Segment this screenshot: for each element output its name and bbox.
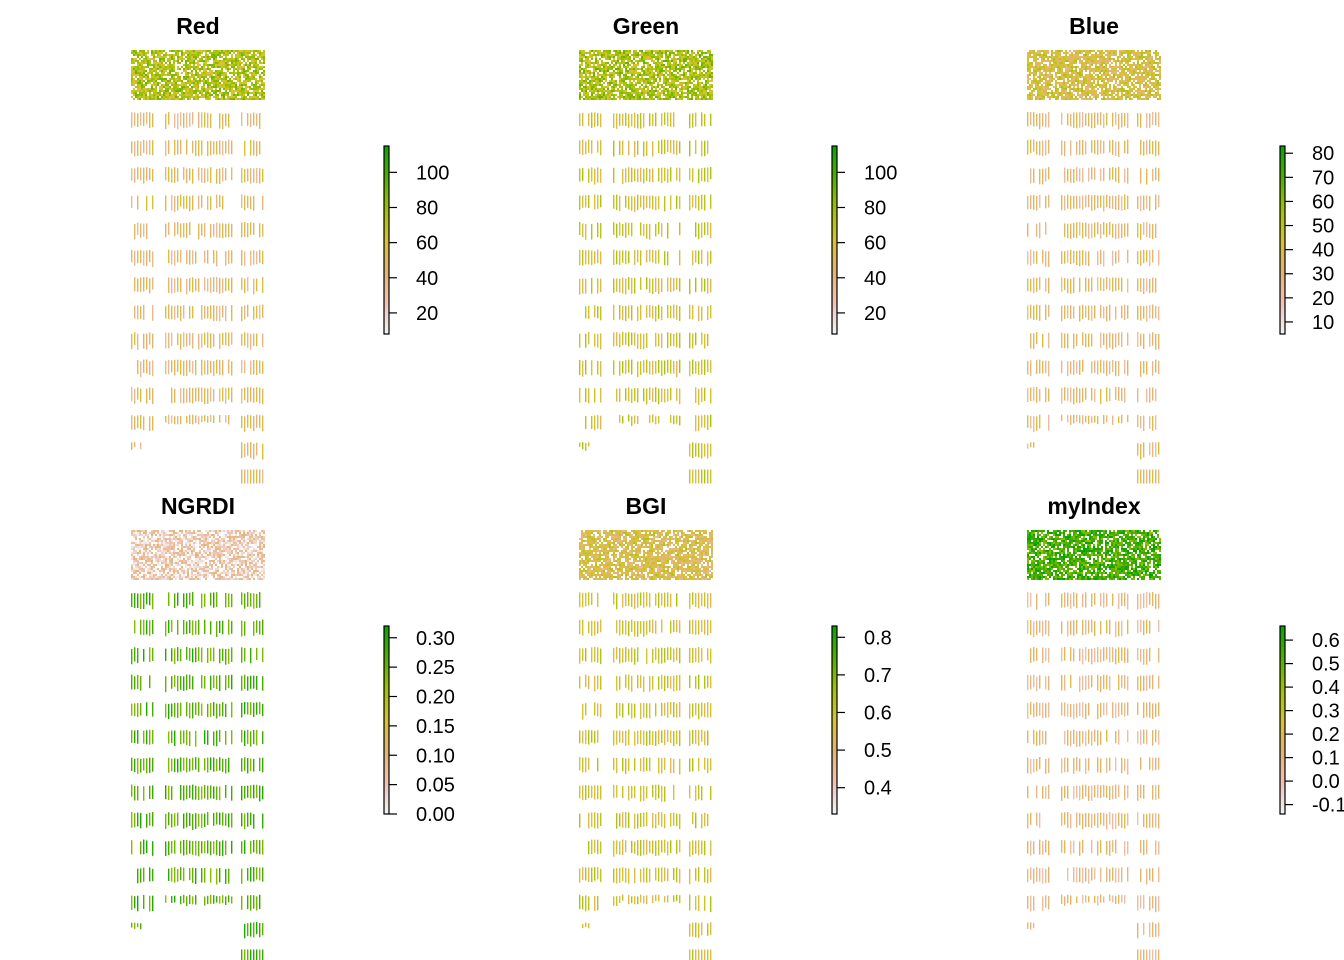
legend-tick-label: 0.5 [864, 740, 892, 762]
raster-image [1027, 530, 1161, 960]
legend-tick-label: 0.5 [1312, 654, 1340, 676]
panel-title: myIndex [1047, 493, 1141, 519]
legend-tick-label: 70 [1312, 167, 1334, 189]
legend-tick-label: 100 [416, 162, 449, 184]
legend-tick-label: 0.4 [864, 778, 892, 800]
legend-tick-label: 80 [864, 197, 886, 219]
raster-image [1027, 50, 1161, 484]
legend-tick-label: 0.8 [864, 627, 892, 649]
panel-title: NGRDI [161, 493, 235, 519]
legend-tick-label: 40 [416, 268, 438, 290]
legend-tick-label: 0.0 [1312, 771, 1340, 793]
legend-tick-label: 0.25 [416, 657, 455, 679]
legend-tick-label: 0.6 [864, 702, 892, 724]
legend-tick-label: 0.1 [1312, 748, 1340, 770]
legend-tick-label: 80 [416, 197, 438, 219]
color-legend: 0.00 0.05 0.10 0.15 0.20 0.25 0.30 [383, 625, 455, 826]
legend-tick-label: 0.6 [1312, 630, 1340, 652]
legend-tick-label: 40 [864, 268, 886, 290]
panel-title: Red [176, 13, 219, 39]
legend-tick-label: 20 [864, 303, 886, 325]
color-legend: 0.4 0.5 0.6 0.7 0.8 [831, 625, 892, 815]
legend-tick-label: 10 [1312, 312, 1334, 334]
panel-title: BGI [626, 493, 667, 519]
color-legend: 0.60.50.40.30.20.10.0-0.1 [1279, 625, 1344, 817]
legend-tick-label: 0.7 [864, 665, 892, 687]
panel-red: Red 20 40 60 80 100 [131, 13, 449, 484]
legend-tick-label: 0.3 [1312, 701, 1340, 723]
legend-tick-label: 20 [1312, 288, 1334, 310]
legend-tick-label: 20 [416, 303, 438, 325]
legend-tick-label: 40 [1312, 240, 1334, 262]
legend-tick-label: 30 [1312, 264, 1334, 286]
legend-tick-label: 60 [864, 233, 886, 255]
legend-tick-label: 0.20 [416, 687, 455, 709]
color-legend: 20 40 60 80 100 [831, 145, 897, 335]
legend-tick-label: 0.2 [1312, 724, 1340, 746]
legend-tick-label: 60 [1312, 191, 1334, 213]
legend-tick-label: 0.05 [416, 775, 455, 797]
legend-tick-label: 0.15 [416, 716, 455, 738]
panel-green: Green 20 40 60 80 100 [579, 13, 897, 484]
color-legend: 20 40 60 80 100 [383, 145, 449, 335]
legend-tick-label: 0.10 [416, 745, 455, 767]
legend-tick-label: 60 [416, 233, 438, 255]
raster-image [131, 50, 265, 484]
raster-image [579, 50, 713, 484]
legend-tick-label: 100 [864, 162, 897, 184]
panel-title: Green [613, 13, 679, 39]
panel-ngrdi: NGRDI 0.00 0.05 0.10 0.15 0.20 0.25 0.30 [131, 493, 455, 960]
legend-tick-label: 0.00 [416, 804, 455, 826]
legend-tick-label: 0.30 [416, 628, 455, 650]
raster-image [131, 530, 265, 960]
legend-tick-label: 50 [1312, 216, 1334, 238]
panel-bgi: BGI 0.4 0.5 0.6 0.7 0.8 [579, 493, 892, 960]
raster-image [579, 530, 713, 960]
panel-myindex: myIndex 0.60.50.40.30.20.10.0-0.1 [1027, 493, 1344, 960]
panel-title: Blue [1069, 13, 1119, 39]
legend-tick-label: 0.4 [1312, 677, 1340, 699]
legend-tick-label: -0.1 [1312, 795, 1344, 817]
legend-tick-label: 80 [1312, 143, 1334, 165]
